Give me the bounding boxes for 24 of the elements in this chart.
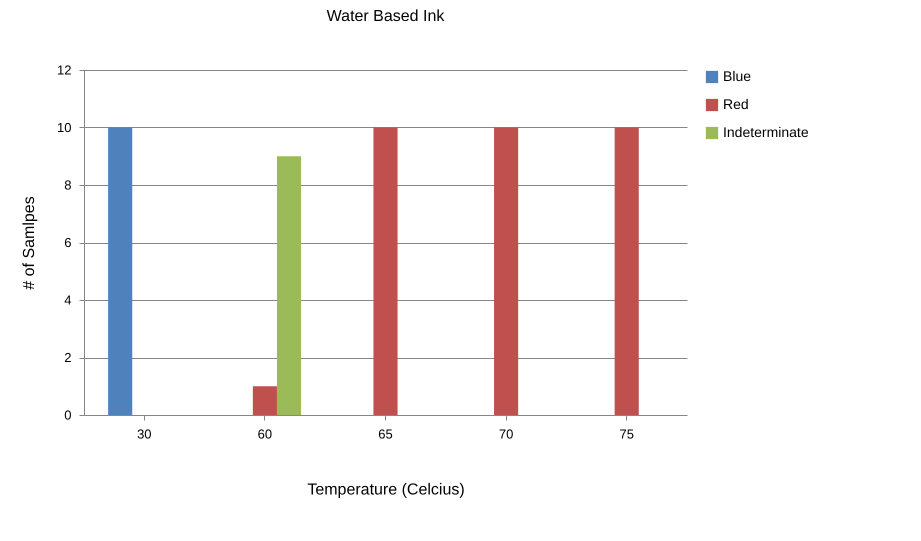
x-tick-label: 70	[498, 426, 514, 442]
chart-title: Water Based Ink	[326, 8, 446, 25]
bar	[276, 156, 302, 415]
y-tick-label: 10	[57, 120, 72, 135]
legend-label: Blue	[723, 68, 752, 84]
y-tick-label: 12	[57, 62, 72, 78]
bar	[252, 386, 277, 415]
bar	[614, 128, 639, 415]
bar	[494, 128, 518, 415]
y-tick-label: 2	[64, 350, 72, 365]
x-tick-label: 75	[619, 426, 634, 442]
bar	[373, 128, 398, 415]
y-tick-label: 8	[64, 178, 72, 192]
x-axis-title: Temperature (Celcius)	[307, 482, 465, 498]
y-tick-label: 4	[64, 292, 72, 308]
x-tick-label: 65	[378, 426, 393, 442]
y-tick-label: 0	[64, 408, 72, 422]
y-axis-title: # of Samlpes	[21, 196, 38, 290]
x-tick-label: 60	[258, 426, 272, 442]
bar	[108, 128, 132, 415]
legend-label: Red	[723, 96, 749, 112]
y-tick-label: 6	[64, 235, 72, 250]
legend-label: Indeterminate	[723, 124, 809, 140]
x-tick-label: 30	[137, 426, 152, 442]
